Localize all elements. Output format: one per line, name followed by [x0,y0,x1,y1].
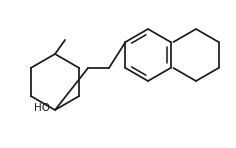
Text: HO: HO [34,103,50,113]
